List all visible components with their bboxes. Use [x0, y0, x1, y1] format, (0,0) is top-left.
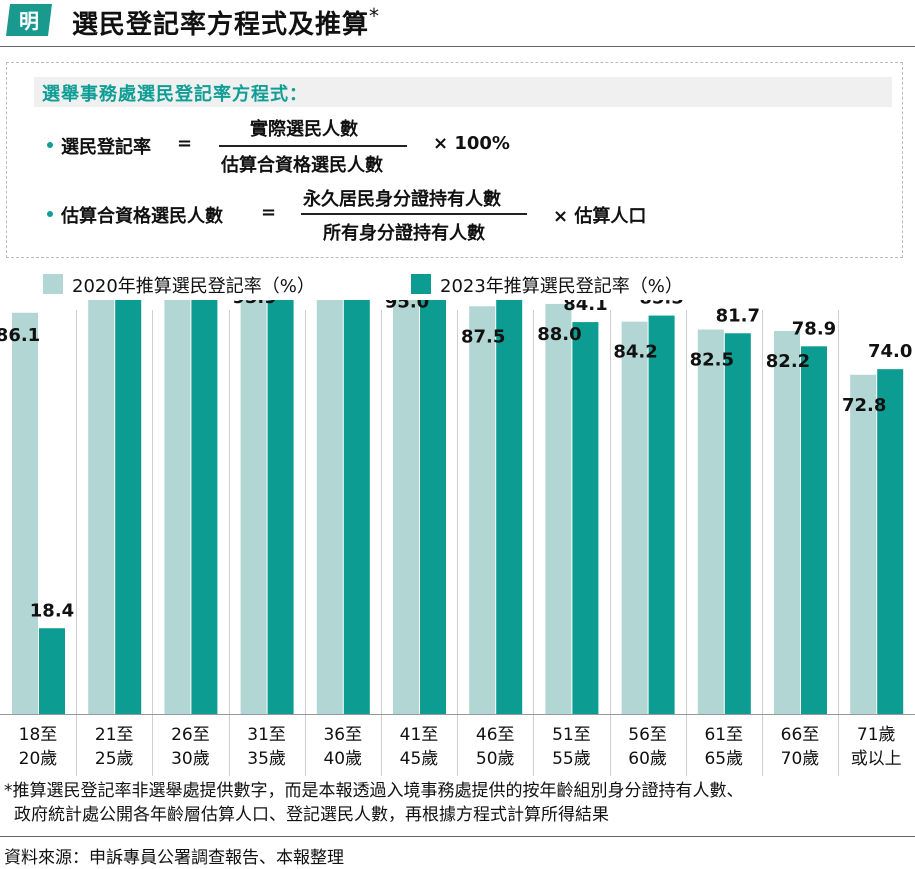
bar-2023: [420, 300, 446, 714]
bar-2020: [697, 329, 724, 714]
category-label-line1: 26至: [171, 725, 210, 745]
category-label-line1: 36至: [323, 725, 362, 745]
category-label-line2: 50歲: [476, 749, 515, 769]
data-label-2020: 87.5: [461, 326, 505, 347]
bar-2023: [343, 300, 370, 714]
bar-2023: [191, 300, 218, 714]
formula1-equals: =: [177, 133, 193, 154]
bar-2023: [801, 346, 827, 714]
formula2-fraction-line: [301, 213, 527, 215]
category-label-line1: 31至: [247, 725, 286, 745]
formula-heading: 選舉事務處選民登記率方程式：: [42, 84, 308, 105]
formula2-denominator: 所有身分證持有人數: [323, 223, 485, 244]
data-label-2020: 88.0: [537, 324, 581, 345]
category-label-line2: 或以上: [851, 749, 902, 769]
bar-2023: [267, 300, 294, 714]
formula1-numerator: 實際選民人數: [250, 119, 358, 140]
page-title-text: 選民登記率方程式及推算: [72, 10, 370, 40]
formula-heading-bar: 選舉事務處選民登記率方程式：: [34, 77, 892, 107]
legend-swatch-2023: [411, 274, 431, 294]
bar-2020: [164, 300, 191, 714]
bar-2023: [496, 300, 523, 714]
data-label-2020: 82.5: [690, 350, 734, 371]
category-label-line2: 20歲: [19, 749, 58, 769]
footer-divider: [0, 836, 915, 837]
bullet-dot-icon: [47, 211, 53, 217]
formula-panel: 選舉事務處選民登記率方程式： 選民登記率 = 實際選民人數 估算合資格選民人數 …: [6, 62, 903, 258]
category-label-line1: 46至: [476, 725, 515, 745]
category-label-line1: 21至: [95, 725, 134, 745]
data-label-2023: 74.0: [868, 341, 912, 362]
category-label-line2: 40歲: [323, 749, 362, 769]
data-label-2020: 72.8: [842, 395, 886, 416]
brand-logo-text: 明: [19, 9, 39, 33]
bar-2023: [724, 333, 751, 714]
category-label-line1: 41至: [400, 725, 439, 745]
data-label-2020: 97.3: [309, 300, 353, 302]
formula1-denominator: 估算合資格選民人數: [221, 155, 383, 176]
category-label-line2: 30歲: [171, 749, 210, 769]
bar-2020: [469, 306, 496, 714]
bar-2020: [621, 321, 648, 714]
bar-2020: [12, 312, 38, 714]
category-label-line1: 51至: [552, 725, 591, 745]
bar-2023: [877, 369, 904, 714]
formula2-equals: =: [261, 202, 277, 223]
brand-logo-icon: 明: [6, 4, 52, 36]
header-divider: [0, 46, 915, 47]
data-label-2023: 78.9: [792, 318, 836, 339]
category-label-line1: 56至: [628, 725, 667, 745]
data-label-2023: 84.1: [563, 300, 607, 315]
category-label-line2: 35歲: [247, 749, 286, 769]
formula1-label: 選民登記率: [61, 137, 151, 158]
formula1-fraction-line: [219, 145, 407, 147]
title-footnote-mark: *: [369, 4, 381, 28]
footnote-line-2: 政府統計處公開各年齡層估算人口、登記選民人數，再根據方程式計算所得結果: [14, 805, 609, 825]
bar-2020: [240, 300, 267, 714]
legend-label-2020: 2020年推算選民登記率（%）: [72, 276, 315, 297]
bar-2023: [39, 628, 65, 714]
bar-2020: [774, 330, 800, 714]
legend-swatch-2020: [43, 274, 63, 294]
formula2-numerator: 永久居民身分證持有人數: [303, 189, 501, 210]
source-credit: 資料來源：申訴專員公署調查報告、本報整理: [4, 848, 344, 868]
bar-2020: [545, 303, 572, 714]
bar-2020: [316, 300, 343, 714]
category-label-line2: 45歲: [400, 749, 439, 769]
category-label-line2: 60歲: [628, 749, 667, 769]
formula2-multiplier: × 估算人口: [553, 206, 647, 227]
data-label-2020: 95.0: [385, 300, 429, 312]
data-label-2020: 95.9: [232, 300, 276, 308]
bar-2020: [850, 374, 877, 714]
bar-2020: [88, 300, 115, 714]
category-label-line2: 65歲: [704, 749, 743, 769]
data-label-2023: 85.5: [639, 300, 683, 309]
bullet-dot-icon: [47, 142, 53, 148]
formula1-multiplier: × 100%: [433, 133, 510, 154]
category-label-line2: 55歲: [552, 749, 591, 769]
category-label-line1: 18至: [19, 725, 58, 745]
bar-chart: 86.118.418至20歲100.897.021至25歲101.9103.82…: [0, 300, 915, 776]
footnote-line-1: *推算選民登記率非選舉處提供數字，而是本報透過入境事務處提供的按年齡組別身分證持…: [4, 781, 744, 801]
bar-2023: [648, 315, 675, 714]
data-label-2023: 81.7: [716, 305, 760, 326]
category-label-line1: 61至: [704, 725, 743, 745]
data-label-2020: 86.1: [0, 325, 40, 346]
data-label-2020: 84.2: [613, 342, 657, 363]
category-label-line1: 71歲: [857, 725, 896, 745]
category-label-line1: 66至: [781, 725, 820, 745]
formula2-label: 估算合資格選民人數: [61, 206, 223, 227]
data-label-2020: 82.2: [766, 351, 810, 372]
data-label-2023: 18.4: [30, 600, 74, 621]
legend-label-2023: 2023年推算選民登記率（%）: [440, 276, 683, 297]
bar-2023: [115, 300, 142, 714]
footnote: *推算選民登記率非選舉處提供數字，而是本報透過入境事務處提供的按年齡組別身分證持…: [4, 779, 744, 827]
page-title: 選民登記率方程式及推算*: [72, 4, 380, 41]
category-label-line2: 25歲: [95, 749, 134, 769]
bar-2023: [572, 322, 599, 714]
bar-2020: [393, 300, 419, 714]
category-label-line2: 70歲: [781, 749, 820, 769]
